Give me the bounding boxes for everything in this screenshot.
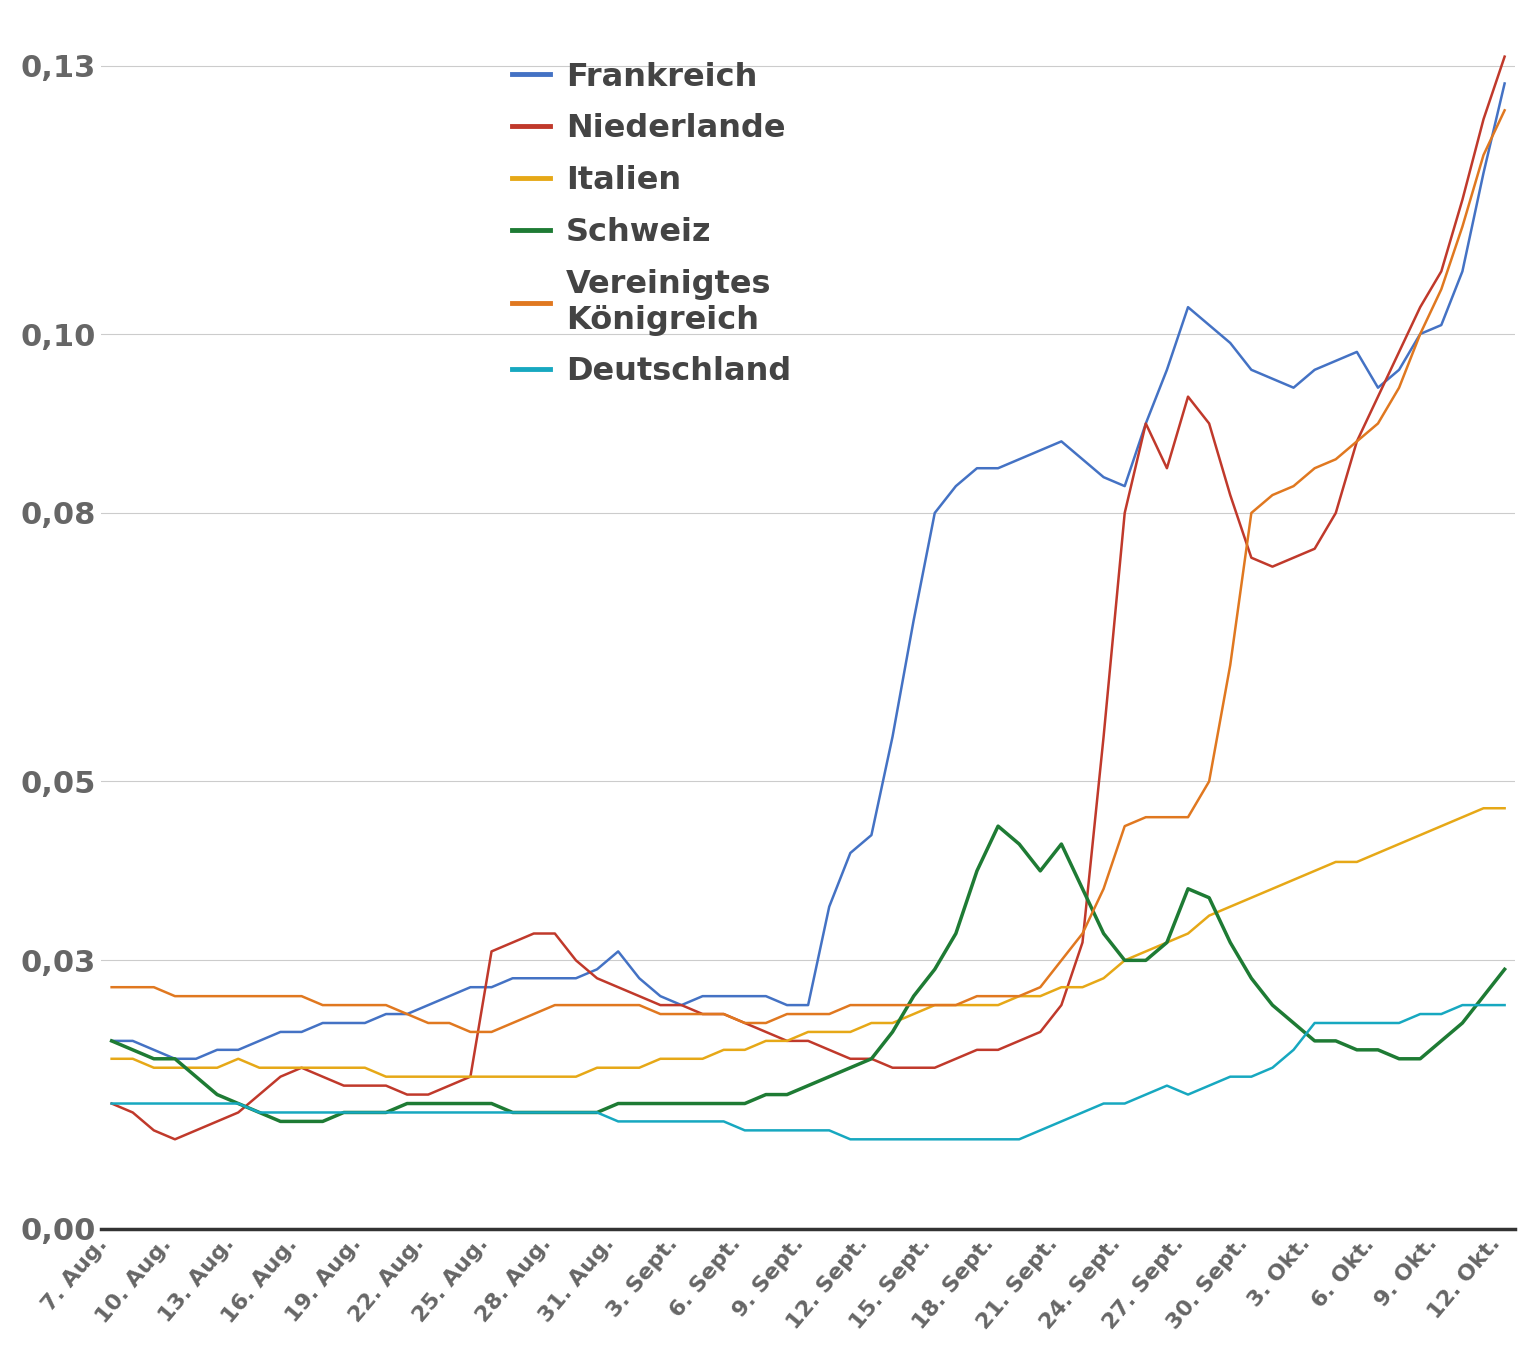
Legend: Frankreich, Niederlande, Italien, Schweiz, Vereinigtes
Königreich, Deutschland: Frankreich, Niederlande, Italien, Schwei… bbox=[499, 49, 803, 399]
